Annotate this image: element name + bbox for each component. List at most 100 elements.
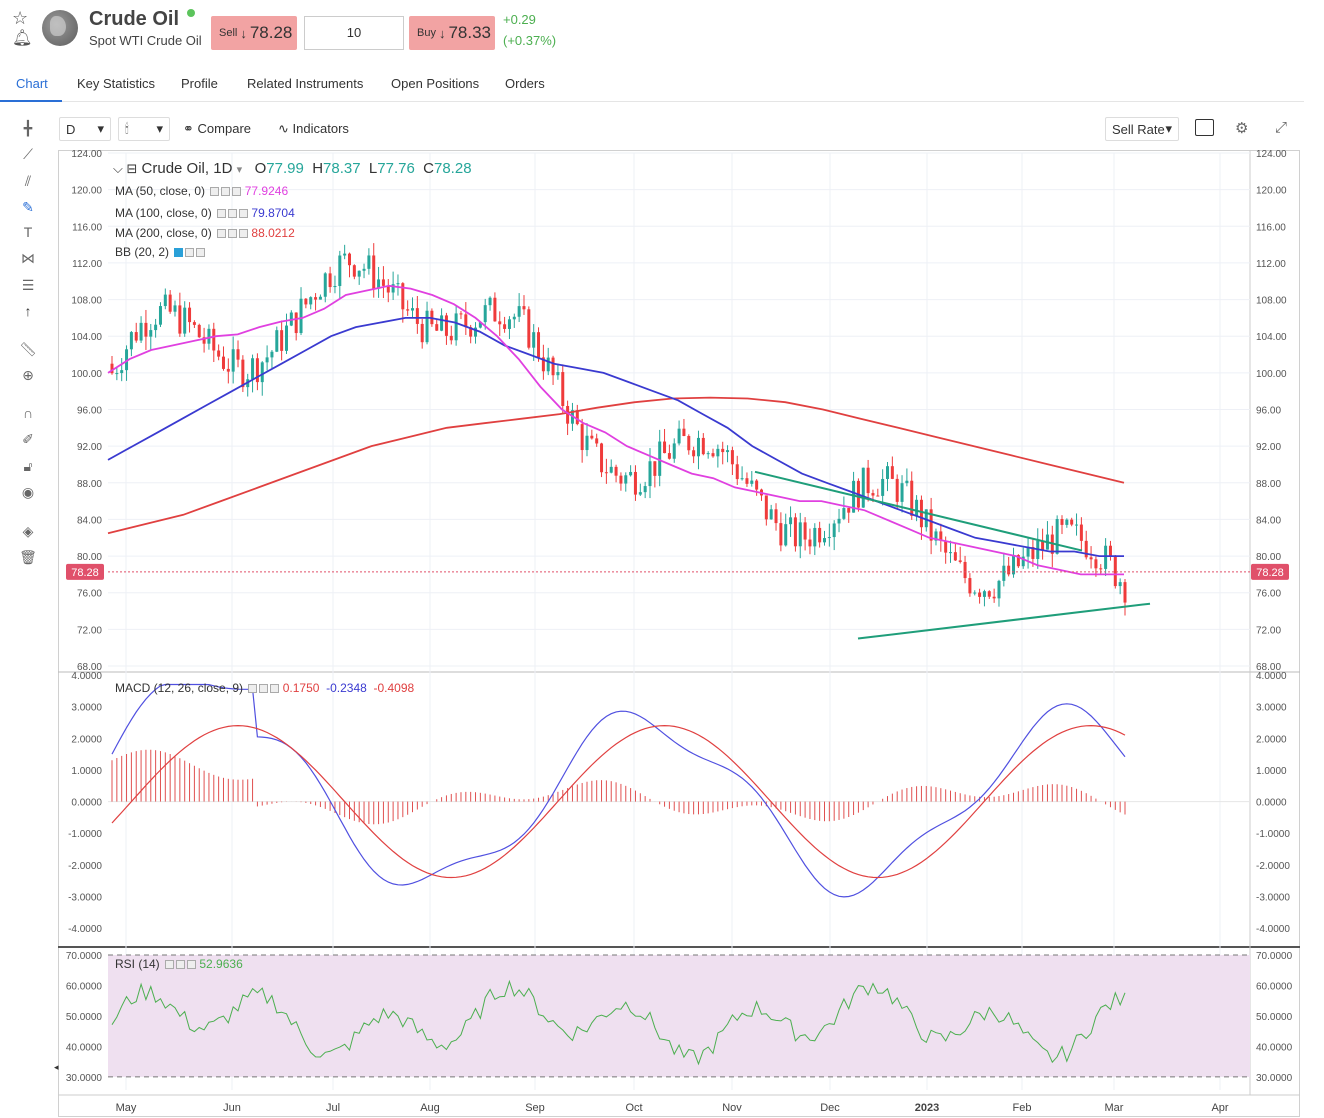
tab-open-positions[interactable]: Open Positions	[391, 76, 480, 91]
macd-tick-label: 0.0000	[1256, 798, 1287, 809]
text-icon[interactable]: T	[23, 224, 33, 240]
prediction-icon[interactable]: ☰	[21, 277, 35, 293]
tab-orders[interactable]: Orders	[505, 76, 545, 91]
fib-icon[interactable]: ⫽	[24, 173, 32, 189]
fullscreen-icon[interactable]: ⤢	[1275, 119, 1288, 136]
candle-body	[1084, 540, 1088, 558]
sell-button[interactable]: Sell ↓ 78.28	[211, 16, 297, 50]
candle-body	[924, 509, 928, 528]
visibility-icon[interactable]	[217, 229, 227, 239]
visibility-icon[interactable]	[210, 187, 220, 197]
visibility-icon[interactable]	[217, 209, 227, 219]
trend-line-icon[interactable]: ⟋	[23, 146, 33, 162]
price-tick-label: 92.00	[1256, 442, 1281, 453]
close-icon[interactable]	[196, 248, 206, 258]
settings-icon[interactable]	[176, 960, 186, 970]
settings-icon[interactable]	[228, 209, 238, 219]
arrow-up-icon[interactable]: ↑	[24, 303, 32, 319]
time-tick-label: Jul	[326, 1102, 340, 1114]
candle-body	[352, 265, 356, 277]
chart-type-select[interactable]: 🕯︎ ▾	[118, 117, 170, 141]
settings-icon[interactable]	[185, 248, 195, 258]
ma50-legend[interactable]: MA (50, close, 0) 77.9246	[115, 184, 288, 198]
tab-related-instruments[interactable]: Related Instruments	[247, 76, 364, 91]
price-tick-label: 124.00	[71, 149, 102, 160]
chevron-down-icon: ▾	[97, 121, 104, 136]
candle-body	[343, 253, 347, 256]
settings-icon[interactable]	[228, 229, 238, 239]
buy-button[interactable]: Buy ↓ 78.33	[409, 16, 495, 50]
interval-select[interactable]: D ▾	[59, 117, 111, 141]
candle-body	[997, 580, 1001, 599]
candle-body	[347, 253, 351, 266]
current-price-tag-right-text: 78.28	[1256, 567, 1284, 579]
candle-body	[236, 349, 240, 360]
ma200-legend[interactable]: MA (200, close, 0) 88.0212	[115, 226, 295, 240]
snapshot-icon[interactable]	[1195, 119, 1214, 136]
tab-chart[interactable]: Chart	[16, 76, 48, 91]
rsi-value: 52.9636	[199, 957, 243, 971]
close-icon[interactable]	[239, 209, 249, 219]
zoom-in-icon[interactable]: ⊕	[22, 367, 34, 383]
ma50-line	[107, 284, 1124, 576]
alert-icon[interactable]: 🔔︎	[12, 30, 33, 47]
candle-body	[1026, 547, 1030, 557]
candle-body	[381, 279, 385, 286]
settings-icon[interactable]: ⚙	[1235, 120, 1249, 137]
lock-icon[interactable]: 🔓︎	[23, 458, 33, 474]
lock-drawing-icon[interactable]: ✐	[22, 431, 34, 447]
candle-body	[299, 298, 303, 334]
close-icon[interactable]	[239, 229, 249, 239]
close-icon[interactable]	[232, 187, 242, 197]
close-icon[interactable]	[270, 684, 280, 694]
bb-legend[interactable]: BB (20, 2)	[115, 245, 206, 259]
macd-legend[interactable]: MACD (12, 26, close, 9) 0.1750 -0.2348 -…	[115, 681, 414, 695]
magnet-icon[interactable]: ∩	[22, 405, 34, 421]
crosshair-icon[interactable]: ╋	[23, 120, 33, 136]
candle-body	[910, 480, 914, 516]
collapse-icon[interactable]: ⌵ ⊟	[113, 161, 138, 176]
trash-icon[interactable]: 🗑︎	[19, 549, 37, 565]
candle-body	[323, 273, 327, 297]
instrument-title: Crude Oil	[89, 8, 180, 30]
tab-profile[interactable]: Profile	[181, 76, 218, 91]
candle-body	[716, 448, 720, 457]
tab-key-statistics[interactable]: Key Statistics	[77, 76, 156, 91]
rate-select[interactable]: Sell Rate ▾	[1105, 117, 1179, 141]
price-tick-label: 100.00	[71, 369, 102, 380]
close-label: C	[423, 160, 434, 177]
visibility-icon[interactable]	[165, 960, 175, 970]
candle-body	[1104, 545, 1108, 569]
ma100-legend[interactable]: MA (100, close, 0) 79.8704	[115, 206, 295, 220]
ohlc-legend: ⌵ ⊟ Crude Oil, 1D ▾ O77.99 H78.37 L77.76…	[113, 160, 472, 177]
candle-body	[740, 478, 744, 480]
pattern-icon[interactable]: ⋈	[21, 250, 35, 266]
layers-icon[interactable]: ◈	[22, 523, 34, 539]
close-icon[interactable]	[187, 960, 197, 970]
candle-body	[672, 443, 676, 459]
star-icon[interactable]: ☆	[12, 8, 29, 28]
visibility-icon[interactable]	[248, 684, 258, 694]
trendline-upper	[754, 470, 1083, 552]
candle-body	[779, 523, 783, 546]
compare-button[interactable]: ⚭ Compare	[183, 121, 251, 137]
ruler-icon[interactable]: 📏︎	[19, 341, 37, 357]
candle-body	[202, 337, 206, 344]
candle-body	[498, 321, 502, 325]
candle-body	[982, 591, 986, 597]
rsi-legend[interactable]: RSI (14) 52.9636	[115, 957, 243, 971]
settings-icon[interactable]	[221, 187, 231, 197]
sell-price: 78.28	[249, 23, 293, 42]
candle-body	[963, 561, 967, 579]
settings-icon[interactable]	[259, 684, 269, 694]
candles-icon: 🕯︎	[125, 121, 129, 136]
candle-body	[522, 306, 526, 310]
indicators-button[interactable]: ∿ Indicators	[278, 121, 349, 137]
brush-icon[interactable]: ✎	[22, 199, 34, 215]
quantity-input[interactable]: 10	[304, 16, 404, 50]
candle-body	[120, 370, 124, 374]
visibility-icon[interactable]	[174, 248, 184, 258]
macd-tick-label: 2.0000	[71, 734, 102, 745]
eye-icon[interactable]: ◉	[21, 484, 35, 500]
